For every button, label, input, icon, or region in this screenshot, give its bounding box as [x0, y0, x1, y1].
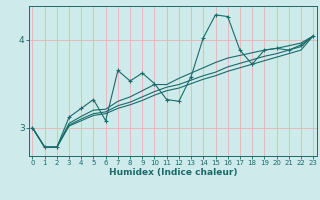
X-axis label: Humidex (Indice chaleur): Humidex (Indice chaleur)	[108, 168, 237, 177]
